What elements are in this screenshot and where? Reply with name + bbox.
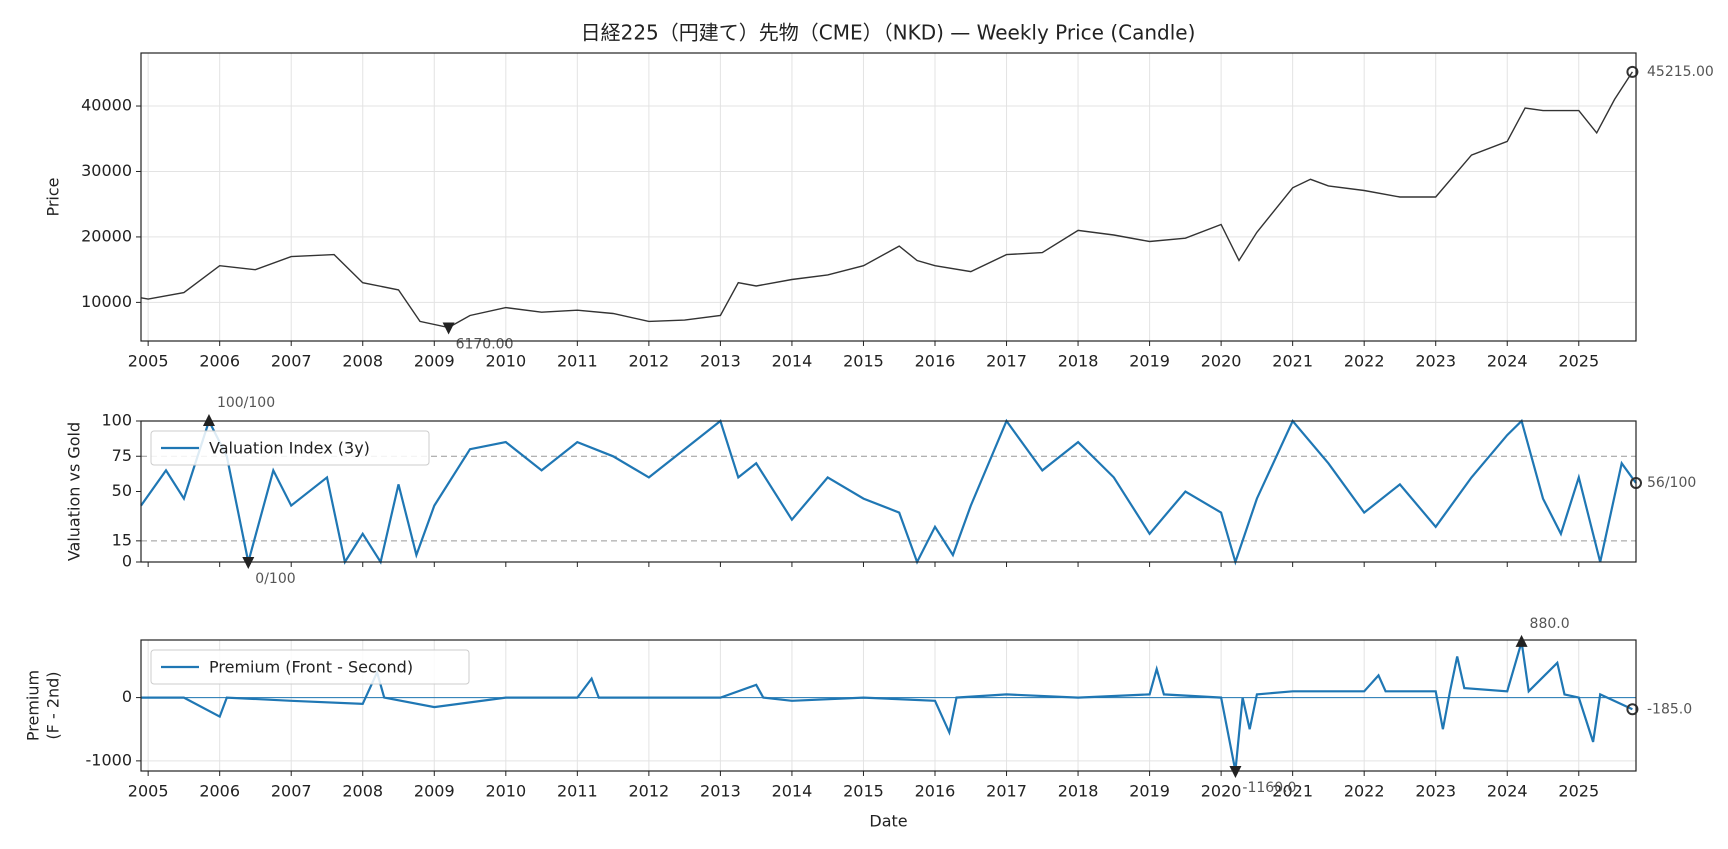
x-tick-label: 2007 bbox=[271, 782, 312, 801]
data-line bbox=[141, 641, 1633, 772]
x-tick-label: 2012 bbox=[629, 782, 670, 801]
x-tick-label: 2021 bbox=[1272, 352, 1313, 371]
y-tick-label: 100 bbox=[101, 411, 132, 430]
y-axis-label: Premium bbox=[24, 670, 43, 741]
x-tick-label: 2008 bbox=[342, 782, 383, 801]
legend-box bbox=[150, 430, 430, 466]
max-marker bbox=[202, 414, 215, 426]
legend-box bbox=[150, 649, 470, 685]
last-marker bbox=[1626, 65, 1639, 78]
x-tick-label: 2014 bbox=[772, 782, 813, 801]
x-tick-label: 2019 bbox=[1129, 782, 1170, 801]
y-axis-label: Valuation vs Gold bbox=[65, 422, 84, 561]
x-tick-label: 2015 bbox=[843, 352, 884, 371]
x-tick-label: 2022 bbox=[1344, 352, 1385, 371]
last-marker bbox=[1626, 703, 1639, 716]
x-tick-label: 2023 bbox=[1415, 352, 1456, 371]
x-tick-label: 2025 bbox=[1558, 782, 1599, 801]
y-axis-label: Price bbox=[44, 177, 63, 216]
x-tick-label: 2024 bbox=[1487, 782, 1528, 801]
max-marker bbox=[1515, 634, 1528, 647]
legend: Valuation Index (3y) bbox=[150, 430, 430, 466]
legend-label: Premium (Front - Second) bbox=[209, 658, 413, 677]
x-tick-label: 2017 bbox=[986, 352, 1027, 371]
x-tick-label: 2023 bbox=[1415, 782, 1456, 801]
plot-frame bbox=[140, 639, 1637, 772]
x-tick-label: 2018 bbox=[1058, 352, 1099, 371]
x-tick-label: 2011 bbox=[557, 782, 598, 801]
x-tick-label: 2007 bbox=[271, 352, 312, 371]
x-tick-label: 2005 bbox=[128, 352, 169, 371]
x-tick-label: 2013 bbox=[700, 352, 741, 371]
x-tick-label: 2015 bbox=[843, 782, 884, 801]
plot-frame bbox=[140, 52, 1637, 342]
x-tick-label: 2010 bbox=[485, 782, 526, 801]
min-label: -1160.0 bbox=[1242, 780, 1296, 796]
y-tick-label: 10000 bbox=[81, 292, 132, 311]
y-tick-label: 0 bbox=[122, 687, 132, 706]
y-tick-label: 20000 bbox=[81, 226, 132, 245]
max-label: 880.0 bbox=[1530, 616, 1570, 632]
legend-label: Valuation Index (3y) bbox=[209, 439, 370, 458]
y-tick-label: 75 bbox=[112, 446, 132, 465]
y-tick-label: 30000 bbox=[81, 161, 132, 180]
min-marker bbox=[442, 322, 455, 335]
x-tick-label: 2020 bbox=[1201, 352, 1242, 371]
x-tick-label: 2009 bbox=[414, 352, 455, 371]
x-tick-label: 2020 bbox=[1201, 782, 1242, 801]
min-marker bbox=[242, 557, 255, 569]
x-tick-label: 2012 bbox=[629, 352, 670, 371]
y-axis-label: (F - 2nd) bbox=[44, 671, 63, 739]
plot-frame bbox=[140, 420, 1637, 563]
data-line bbox=[140, 71, 1633, 329]
x-tick-label: 2017 bbox=[986, 782, 1027, 801]
x-tick-label: 2011 bbox=[557, 352, 598, 371]
x-tick-label: 2009 bbox=[414, 782, 455, 801]
x-tick-label: 2022 bbox=[1344, 782, 1385, 801]
y-tick-label: 50 bbox=[112, 481, 132, 500]
x-tick-label: 2006 bbox=[199, 352, 240, 371]
x-tick-label: 2013 bbox=[700, 782, 741, 801]
x-tick-label: 2021 bbox=[1272, 782, 1313, 801]
x-tick-label: 2008 bbox=[342, 352, 383, 371]
y-tick-label: -1000 bbox=[86, 750, 133, 769]
x-tick-label: 2010 bbox=[485, 352, 526, 371]
y-tick-label: 0 bbox=[122, 552, 132, 571]
x-tick-label: 2005 bbox=[128, 782, 169, 801]
y-tick-label: 15 bbox=[112, 530, 132, 549]
max-label: 100/100 bbox=[217, 395, 275, 411]
x-tick-label: 2006 bbox=[199, 782, 240, 801]
x-tick-label: 2024 bbox=[1487, 352, 1528, 371]
last-label: 45215.00 bbox=[1647, 64, 1714, 80]
min-label: 6170.00 bbox=[456, 336, 514, 352]
min-label: 0/100 bbox=[255, 571, 295, 587]
data-line bbox=[140, 418, 1637, 566]
legend: Premium (Front - Second) bbox=[150, 649, 470, 685]
chart-title: 日経225（円建て）先物（CME）（NKD) — Weekly Price (C… bbox=[581, 21, 1196, 45]
x-tick-label: 2019 bbox=[1129, 352, 1170, 371]
y-tick-label: 40000 bbox=[81, 96, 132, 115]
last-label: -185.0 bbox=[1647, 701, 1692, 717]
x-tick-label: 2016 bbox=[915, 782, 956, 801]
x-axis-label: Date bbox=[869, 812, 907, 831]
min-marker bbox=[1229, 766, 1242, 778]
x-tick-label: 2014 bbox=[772, 352, 813, 371]
x-tick-label: 2025 bbox=[1558, 352, 1599, 371]
x-tick-label: 2016 bbox=[915, 352, 956, 371]
last-label: 56/100 bbox=[1647, 475, 1696, 491]
x-tick-label: 2018 bbox=[1058, 782, 1099, 801]
